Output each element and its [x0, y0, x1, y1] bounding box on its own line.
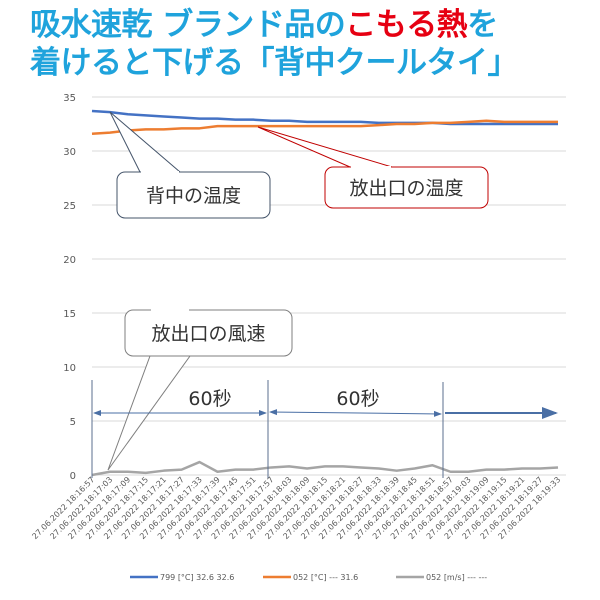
callout-text: 放出口の温度: [349, 178, 463, 200]
y-tick-label: 20: [63, 255, 76, 266]
legend-label: 052 [m/s] --- ---: [426, 573, 487, 582]
headline-line-2: 着けると下げる「背中クールタイ」: [30, 45, 519, 81]
series-line-2: [91, 460, 559, 477]
y-tick-label: 5: [70, 417, 76, 428]
callout-tail: [257, 126, 393, 168]
interval-label: 60秒: [336, 388, 379, 410]
callout-box: [124, 309, 293, 357]
y-tick-label: 0: [70, 471, 76, 482]
headline: 吸水速乾 ブランド品のこもる熱を 着けると下げる「背中クールタイ」: [30, 6, 519, 82]
callout-back-temp: 背中の温度: [109, 111, 271, 219]
y-tick-label: 15: [63, 309, 76, 320]
interval-arrow: [269, 409, 442, 417]
callout-text: 背中の温度: [146, 185, 241, 207]
legend-label: 052 [°C] --- 31.6: [293, 573, 358, 582]
callout-box: [324, 166, 489, 209]
interval-label: 60秒: [188, 388, 231, 410]
y-tick-label: 35: [63, 93, 76, 104]
headline-text: を: [467, 7, 498, 43]
y-tick-label: 25: [63, 201, 76, 212]
headline-highlight: こもる熱: [345, 7, 468, 43]
callout-box: [116, 171, 271, 219]
y-tick-label: 10: [63, 363, 76, 374]
legend-label: 799 [°C] 32.6 32.6: [160, 573, 234, 582]
y-tick-label: 30: [63, 147, 76, 158]
callout-outlet-temp: 放出口の温度: [257, 126, 489, 209]
callout-text: 放出口の風速: [151, 323, 265, 345]
headline-text: 吸水速乾 ブランド品の: [30, 7, 346, 43]
headline-line-1: 吸水速乾 ブランド品のこもる熱を: [30, 6, 518, 44]
callout-tail: [109, 111, 182, 173]
